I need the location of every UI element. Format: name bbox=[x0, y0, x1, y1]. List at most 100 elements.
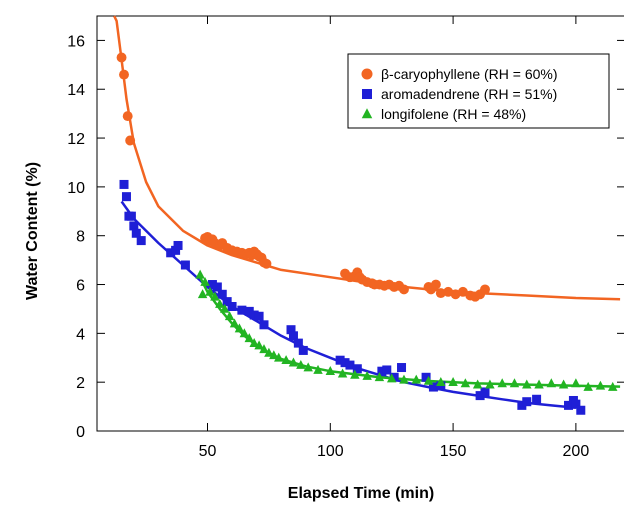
fit-line-triangle bbox=[198, 276, 621, 388]
data-point-triangle bbox=[374, 372, 385, 382]
data-point-triangle bbox=[200, 276, 210, 286]
data-point-square bbox=[397, 363, 407, 373]
data-point-square bbox=[286, 325, 296, 335]
data-point-square bbox=[119, 179, 129, 189]
data-point-triangle bbox=[274, 352, 284, 362]
data-point-square bbox=[298, 345, 308, 355]
data-point-triangle bbox=[205, 286, 215, 296]
legend-label: β-caryophyllene (RH = 60%) bbox=[381, 66, 558, 82]
legend-label: aromadendrene (RH = 51%) bbox=[381, 86, 557, 102]
data-point-triangle bbox=[249, 337, 259, 347]
data-point-square bbox=[259, 320, 269, 330]
data-point-square bbox=[532, 394, 542, 404]
data-point-square bbox=[173, 240, 183, 250]
data-point-triangle bbox=[595, 380, 606, 390]
data-point-triangle bbox=[399, 374, 409, 384]
y-tick-label: 0 bbox=[76, 424, 85, 441]
legend-marker-circle bbox=[361, 68, 373, 80]
y-tick-label: 12 bbox=[67, 131, 85, 148]
x-tick-label: 200 bbox=[563, 443, 590, 460]
y-tick-label: 10 bbox=[67, 180, 85, 197]
axes: 50 100 150 200 0 2 4 6 8 10 12 14 16 bbox=[67, 16, 624, 460]
data-point-square bbox=[345, 360, 355, 370]
data-point-triangle bbox=[436, 377, 446, 387]
data-point-square bbox=[475, 391, 485, 401]
y-axis-title: Water Content (%) bbox=[24, 162, 41, 300]
data-point-square bbox=[121, 192, 131, 202]
data-point-triangle bbox=[239, 328, 250, 338]
data-point-square bbox=[340, 358, 350, 368]
data-point-circle bbox=[480, 284, 490, 295]
data-point-triangle bbox=[254, 340, 264, 350]
data-point-triangle bbox=[558, 379, 569, 389]
data-point-triangle bbox=[583, 381, 593, 391]
x-tick-label: 100 bbox=[317, 443, 344, 460]
data-point-square bbox=[421, 372, 431, 382]
data-point-triangle bbox=[264, 347, 274, 357]
data-point-triangle bbox=[303, 362, 313, 372]
x-axis-title: Elapsed Time (min) bbox=[288, 485, 434, 502]
data-point-square bbox=[171, 245, 181, 255]
data-point-triangle bbox=[269, 350, 279, 360]
data-point-square bbox=[217, 289, 227, 299]
legend-marker-triangle bbox=[361, 108, 373, 119]
data-point-triangle bbox=[485, 379, 495, 389]
data-point-circle bbox=[457, 286, 468, 297]
legend-box bbox=[347, 53, 610, 129]
data-point-triangle bbox=[448, 377, 458, 387]
data-point-triangle bbox=[244, 333, 254, 343]
data-point-triangle bbox=[259, 344, 269, 354]
y-tick-label: 14 bbox=[67, 82, 85, 99]
data-point-square bbox=[576, 405, 586, 415]
legend-items: β-caryophyllene (RH = 60%) aromadendrene … bbox=[361, 66, 558, 122]
data-point-triangle bbox=[215, 298, 225, 308]
data-point-triangle bbox=[386, 373, 397, 383]
data-point-square bbox=[131, 228, 141, 238]
data-point-triangle bbox=[281, 355, 291, 365]
data-point-square bbox=[288, 331, 298, 341]
data-point-triangle bbox=[362, 370, 372, 380]
x-tick-label: 150 bbox=[440, 443, 467, 460]
data-point-triangle bbox=[350, 369, 360, 379]
data-point-square bbox=[480, 387, 490, 397]
data-point-triangle bbox=[197, 289, 208, 299]
legend-label: longifolene (RH = 48%) bbox=[381, 106, 526, 122]
data-point-square bbox=[126, 211, 136, 221]
data-point-triangle bbox=[534, 379, 544, 389]
data-point-square bbox=[244, 306, 254, 316]
data-point-square bbox=[207, 280, 217, 290]
data-point-triangle bbox=[325, 366, 336, 376]
data-point-triangle bbox=[472, 379, 483, 389]
data-point-square bbox=[428, 382, 438, 392]
data-point-square bbox=[377, 366, 387, 376]
data-point-triangle bbox=[423, 375, 434, 385]
data-point-triangle bbox=[522, 379, 532, 389]
legend-marker-square bbox=[362, 89, 372, 99]
data-point-triangle bbox=[607, 381, 618, 391]
data-point-triangle bbox=[296, 359, 306, 369]
y-tick-label: 16 bbox=[67, 33, 85, 50]
data-point-square bbox=[564, 400, 574, 410]
data-point-square bbox=[571, 399, 581, 409]
data-point-square bbox=[522, 397, 532, 407]
y-tick-label: 2 bbox=[76, 375, 85, 392]
fit-line-square bbox=[120, 200, 577, 410]
data-point-circle bbox=[399, 284, 409, 295]
data-point-triangle bbox=[288, 357, 299, 367]
data-point-square bbox=[254, 311, 264, 321]
data-point-square bbox=[335, 355, 345, 365]
data-point-triangle bbox=[195, 269, 205, 279]
data-point-square bbox=[129, 221, 139, 231]
data-point-circle bbox=[430, 279, 441, 290]
data-point-square bbox=[382, 365, 392, 375]
data-point-square bbox=[517, 400, 527, 410]
data-point-square bbox=[227, 302, 237, 311]
data-point-triangle bbox=[224, 311, 235, 321]
data-point-square bbox=[166, 248, 176, 258]
data-point-circle bbox=[435, 288, 446, 299]
data-point-square bbox=[293, 338, 303, 348]
data-point-circle bbox=[261, 258, 272, 269]
data-point-triangle bbox=[219, 303, 230, 313]
data-point-triangle bbox=[460, 378, 471, 388]
